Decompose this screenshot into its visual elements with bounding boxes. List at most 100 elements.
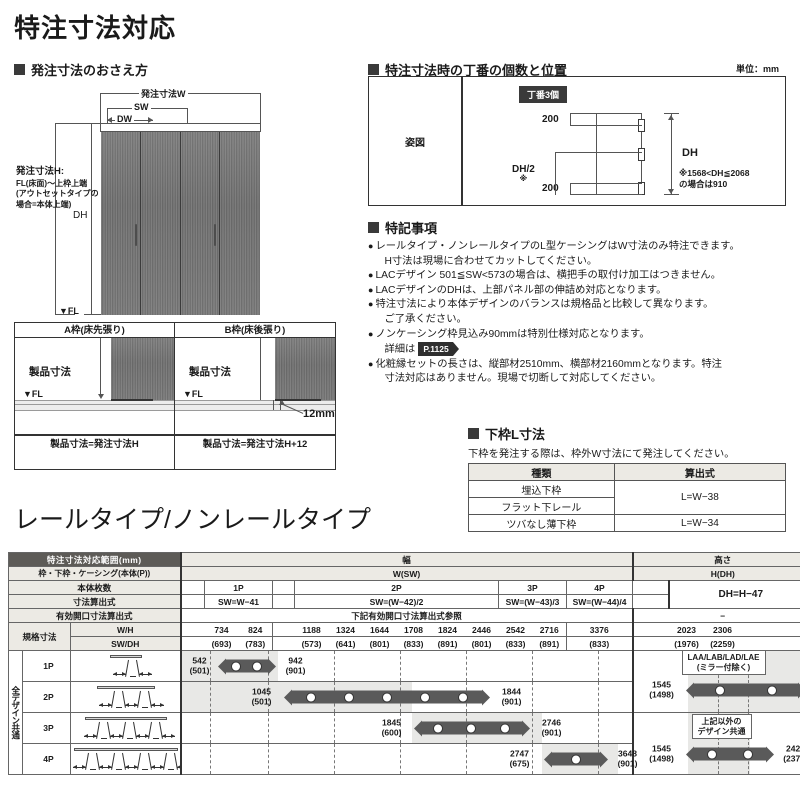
bullet-icon: ● [368, 358, 374, 369]
frame-a-formula: 製品寸法=発注寸法H [15, 435, 174, 453]
range-max-1p: 942 [288, 655, 303, 666]
panel-icon-2p [70, 681, 181, 713]
frame-b-header: B枠(床後張り) [175, 323, 335, 338]
panel-icon-4p [70, 743, 190, 775]
table-row: ツバなし薄下枠 L=W−34 [468, 514, 787, 532]
range-dot [706, 749, 717, 760]
formula-label: 寸法算出式 [8, 594, 181, 609]
height-range-bottom: 上記以外の デザイン共通 1545 (1498) 2425 (2378) [631, 712, 800, 775]
bullet-square-icon [368, 64, 379, 75]
wh-label: W/H [70, 622, 181, 637]
label-sw: SW [132, 102, 151, 112]
height-swdh-value: (1976) [668, 636, 705, 651]
panel-count-1p: 1P [204, 580, 273, 595]
lower-frame-table: 種類 算出式 埋込下枠 L=W−38 フラット下レール ツバなし薄下枠 L=W−… [468, 463, 787, 532]
cell-type: ツバなし薄下枠 [468, 514, 615, 532]
range-dot [466, 723, 477, 733]
wh-value: 1188 [294, 622, 329, 637]
col-formula: 算出式 [613, 463, 787, 481]
range-dot [343, 692, 354, 702]
range-dot [570, 754, 581, 764]
rail-type-title: レールタイプ/ノンレールタイプ [14, 506, 371, 534]
height-tag-line2: (ミラー付除く) [696, 662, 751, 672]
panel-count-4p: 4P [565, 580, 634, 595]
swdh-value: (783) [238, 636, 273, 651]
range-min-sub-1p: (501) [189, 665, 210, 675]
swdh-value: (801) [464, 636, 499, 651]
range-dot [252, 661, 262, 671]
wh-value: 2542 [498, 622, 533, 637]
swdh-value: (801) [362, 636, 397, 651]
table-row: 全デザイン共通 1P 542 (501) [8, 650, 800, 775]
frame-label: 枠・下枠・ケーシング(本体(P)) [8, 566, 181, 581]
height-min-sub: (1498) [649, 753, 674, 764]
hinge-half-mark: ※ [519, 174, 528, 183]
row-label-4p: 4P [22, 743, 71, 775]
unit-label: 単位：mm [736, 64, 780, 74]
frame-a-column: A枠(床先張り) 製品寸法 ▼FL 製品寸法=発注寸法H [15, 323, 175, 469]
hinge-middle [638, 148, 645, 161]
custom-size-range-table: 特注寸法対応範囲(mm) 幅 高さ 枠・下枠・ケーシング(本体(P)) W(SW… [8, 552, 800, 775]
height-opening-note: − [631, 608, 800, 623]
height-tag-line2: デザイン共通 [697, 726, 746, 736]
wh-value: 1644 [362, 622, 397, 637]
table-row: 3P 1845 (600) [9, 712, 800, 775]
note-item: ● LACデザインのDHは、上部パネル部の伸詰め対応となります。 [368, 284, 667, 296]
order-dimension-diagram: 発注寸法W SW DW DH ▼FL 発注寸法H: FL(床面)〜上枠上端 (ア… [14, 58, 352, 318]
bullet-icon: ● [368, 270, 374, 281]
range-dot [381, 692, 392, 702]
frame-b-formula: 製品寸法=発注寸法H+12 [175, 435, 335, 453]
range-min-sub-4p: (675) [509, 758, 530, 768]
height-group-title: 高さ [631, 552, 800, 567]
range-dot [766, 685, 777, 696]
panel-count-2p: 2P [294, 580, 499, 595]
range-dot [457, 692, 468, 702]
bullet-square-icon [368, 222, 379, 233]
formula-4p: SW=(W−44)/4 [565, 594, 634, 609]
hinge-count-badge: 丁番3個 [519, 86, 568, 103]
range-dot [231, 661, 241, 671]
frame-b-column: B枠(床後張り) 製品寸法 ▼FL 12mm 製品寸法=発注寸法H+12 [175, 323, 335, 469]
row-label-2p: 2P [22, 681, 71, 713]
cell-formula: L=W−34 [613, 514, 787, 532]
cell-formula: L=W−38 [613, 480, 787, 515]
table-row: 規格寸法 W/H 734 824 1188 1324 1644 1708 182… [8, 622, 800, 651]
swdh-value: (573) [294, 636, 329, 651]
bullet-icon: ● [368, 241, 374, 251]
hinge-divider [461, 77, 463, 205]
swdh-value: (833) [396, 636, 431, 651]
frame-a-body: 製品寸法 ▼FL [15, 338, 174, 435]
panel-icon-3p [70, 712, 181, 744]
hinge-note: ※1568<DH≦2068 の場合は910 [679, 168, 750, 190]
label-fl: ▼FL [59, 306, 79, 316]
range-min-sub-3p: (600) [381, 727, 402, 737]
frame-a-header: A枠(床先張り) [15, 323, 174, 338]
frame-b-fl: ▼FL [183, 389, 203, 399]
wh-value: 734 [204, 622, 239, 637]
row-label-1p: 1P [22, 650, 71, 682]
opening-formula-label: 有効開口寸法算出式 [8, 608, 181, 623]
formula-2p: SW=(W−42)/2 [294, 594, 499, 609]
wh-value: 1324 [328, 622, 363, 637]
formula-1p: SW=W−41 [204, 594, 273, 609]
gap-label-12mm: 12mm [303, 408, 335, 420]
height-formula: DH=H−47 [667, 580, 800, 609]
range-dot [714, 685, 725, 696]
lower-frame-heading: 下枠L寸法 [468, 424, 788, 443]
range-max-2p: 1844 [502, 686, 521, 697]
hinge-diagram: 姿図 丁番3個 200 200 DH/2 ※ DH ※1568<DH≦2068 … [368, 76, 786, 206]
height-min: 1545 [652, 679, 671, 690]
all-designs-label: 全デザイン共通 [8, 650, 23, 775]
panel-icon-1p [70, 650, 181, 682]
page-reference-link[interactable]: P.1125 [418, 342, 460, 357]
height-max-sub: (2378) [783, 753, 800, 764]
range-max-sub-3p: (901) [541, 727, 562, 737]
swdh-value: (693) [204, 636, 239, 651]
wh-value: 1708 [396, 622, 431, 637]
range-dot [742, 749, 753, 760]
bullet-icon: ● [368, 328, 374, 339]
hinge-dim-top: 200 [542, 114, 559, 125]
table-header-row: 本体枚数 1P 2P 3P 4P DH=H−47 [8, 580, 800, 609]
range-max-sub-2p: (901) [501, 696, 522, 706]
range-dot [305, 692, 316, 702]
